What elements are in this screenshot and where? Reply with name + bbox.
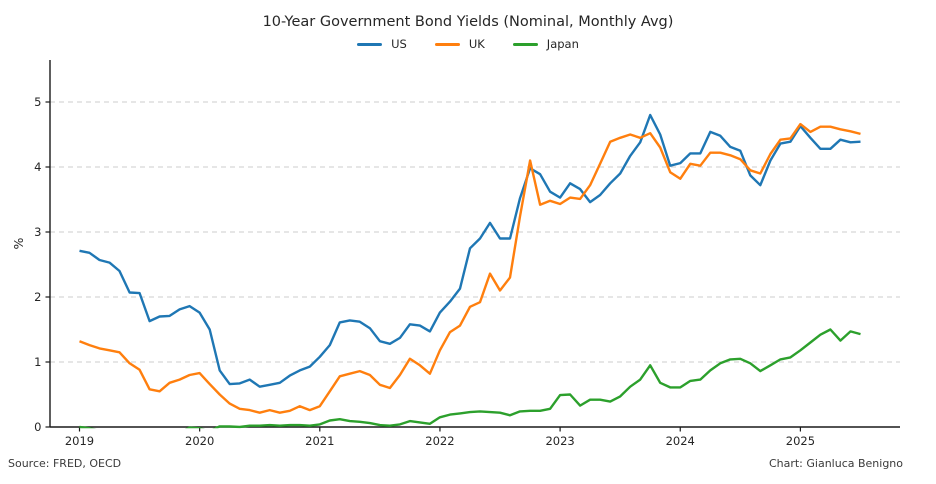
y-tick-label: 2: [34, 290, 41, 304]
legend-label-japan: Japan: [546, 37, 579, 51]
legend-swatch-japan: [512, 42, 538, 46]
series-line-us: [79, 113, 861, 388]
legend-label-us: US: [391, 37, 407, 51]
x-tick-label: 2022: [425, 434, 454, 448]
legend-label-uk: UK: [468, 37, 485, 51]
chart-title: 10-Year Government Bond Yields (Nominal,…: [262, 14, 674, 30]
y-tick-label: 1: [34, 355, 41, 369]
x-tick-label: 2023: [545, 434, 574, 448]
x-tick-label: 2020: [185, 434, 214, 448]
y-tick-label: 0: [34, 420, 41, 434]
chart-legend: US UK Japan: [0, 37, 936, 51]
legend-item-uk: UK: [434, 37, 485, 51]
y-axis-label: %: [11, 237, 26, 249]
y-tick-label: 4: [34, 160, 41, 174]
series-line-uk: [79, 122, 861, 414]
x-tick-label: 2021: [305, 434, 334, 448]
series-line-japan: [79, 328, 861, 429]
x-tick-label: 2024: [666, 434, 695, 448]
x-tick-label: 2025: [786, 434, 815, 448]
y-tick-label: 3: [34, 225, 41, 239]
legend-item-us: US: [357, 37, 407, 51]
legend-item-japan: Japan: [512, 37, 579, 51]
legend-swatch-uk: [434, 42, 460, 46]
source-note: Source: FRED, OECD: [8, 457, 122, 470]
x-tick-label: 2019: [65, 434, 94, 448]
credit-note: Chart: Gianluca Benigno: [768, 457, 903, 470]
legend-swatch-us: [357, 42, 383, 46]
y-tick-label: 5: [34, 95, 41, 109]
